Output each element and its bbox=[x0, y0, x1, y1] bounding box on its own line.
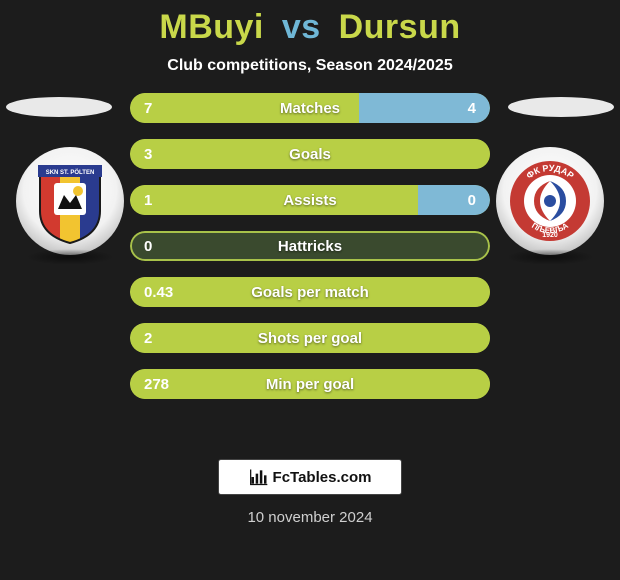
comparison-title: MBuyi vs Dursun bbox=[0, 0, 620, 47]
branding-badge: FcTables.com bbox=[218, 459, 402, 495]
stat-row: 0Hattricks bbox=[130, 231, 490, 261]
stat-row: 278Min per goal bbox=[130, 369, 490, 399]
stat-row: 0.43Goals per match bbox=[130, 277, 490, 307]
stat-label: Shots per goal bbox=[130, 323, 490, 353]
right-ellipse-shadow bbox=[508, 97, 614, 117]
club-crest-left: SKN ST. PÖLTEN bbox=[20, 151, 120, 251]
crest-right-svg: ФК РУДАР ПЉЕВЉА 1920 bbox=[500, 151, 600, 251]
stat-row: 2Shots per goal bbox=[130, 323, 490, 353]
stat-label: Hattricks bbox=[130, 231, 490, 261]
left-ellipse-shadow bbox=[6, 97, 112, 117]
top-band-text: SKN ST. PÖLTEN bbox=[46, 169, 95, 176]
title-player-1: MBuyi bbox=[159, 8, 264, 46]
crest-shadow bbox=[26, 249, 114, 265]
stat-label: Matches bbox=[130, 93, 490, 123]
stat-row: 10Assists bbox=[130, 185, 490, 215]
ring-year: 1920 bbox=[542, 232, 558, 239]
stat-label: Goals per match bbox=[130, 277, 490, 307]
club-crest-right: ФК РУДАР ПЉЕВЉА 1920 bbox=[500, 151, 600, 251]
content-area: SKN ST. PÖLTEN ФК РУДАР ПЉЕВЉА 1920 74Ma… bbox=[0, 93, 620, 453]
stat-bars: 74Matches 3Goals 10Assists 0Hattricks 0.43Go… bbox=[130, 93, 490, 415]
sun bbox=[73, 186, 83, 196]
swirl-center bbox=[544, 195, 556, 207]
branding-text: FcTables.com bbox=[273, 469, 372, 486]
stat-row: 74Matches bbox=[130, 93, 490, 123]
generated-date: 10 november 2024 bbox=[0, 509, 620, 526]
title-player-2: Dursun bbox=[339, 8, 461, 46]
stat-row: 3Goals bbox=[130, 139, 490, 169]
subtitle: Club competitions, Season 2024/2025 bbox=[0, 57, 620, 75]
bar-chart-icon bbox=[249, 467, 269, 487]
stat-label: Min per goal bbox=[130, 369, 490, 399]
crest-shadow bbox=[506, 249, 594, 265]
crest-left-svg: SKN ST. PÖLTEN bbox=[20, 151, 120, 251]
stat-label: Assists bbox=[130, 185, 490, 215]
title-vs: vs bbox=[282, 8, 321, 46]
stat-label: Goals bbox=[130, 139, 490, 169]
